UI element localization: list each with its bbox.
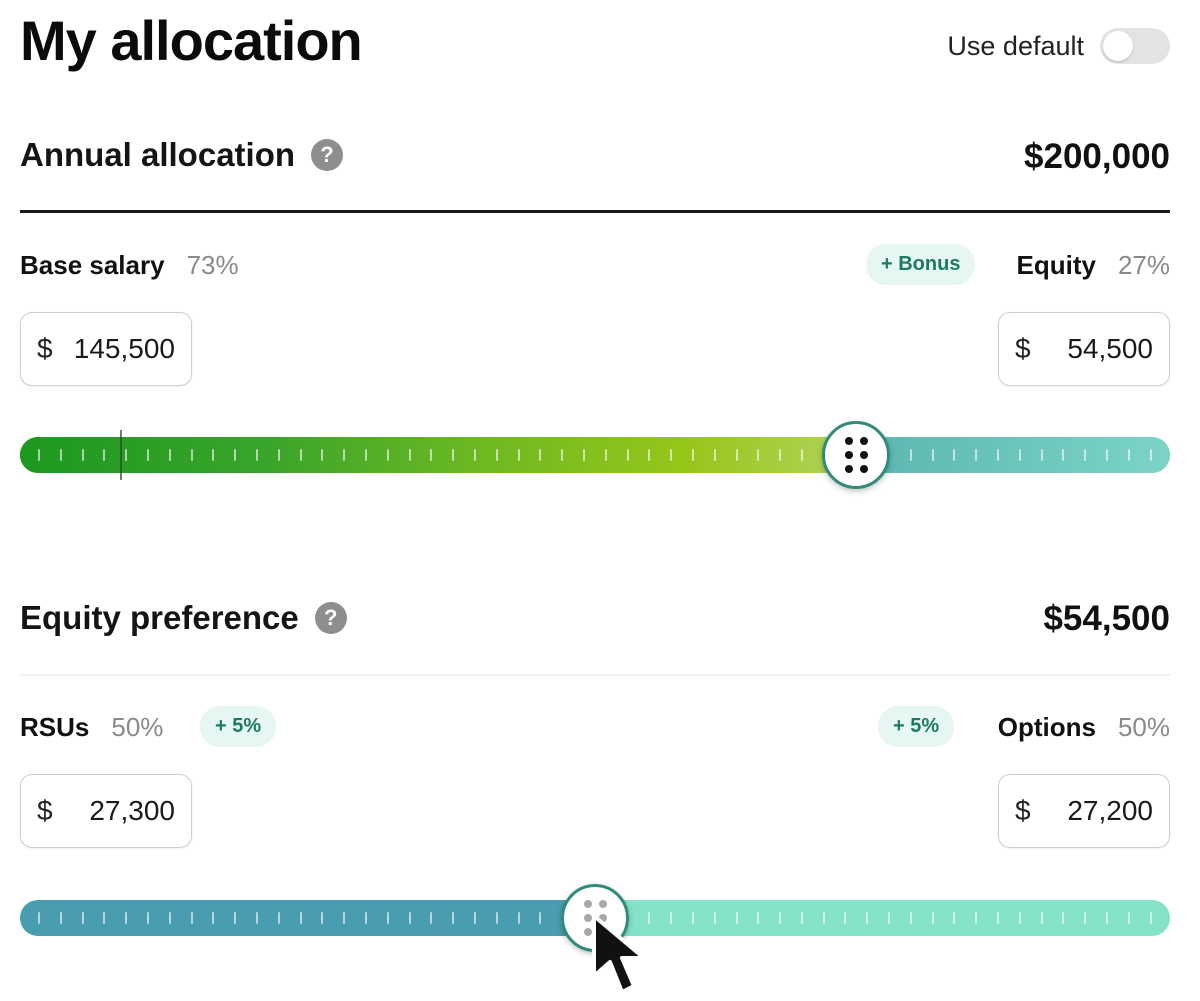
question-circle-icon[interactable]: ? bbox=[314, 602, 347, 634]
currency-symbol: $ bbox=[1015, 795, 1031, 826]
equity-label: Equity 27% bbox=[1017, 250, 1171, 281]
question-circle-icon[interactable]: ? bbox=[311, 139, 344, 171]
toggle-knob bbox=[1103, 31, 1133, 61]
base-salary-fill bbox=[20, 437, 854, 473]
equity-preference-slider-track[interactable] bbox=[20, 900, 1170, 936]
annual-allocation-heading: Annual allocation ? bbox=[20, 136, 344, 174]
mouse-pointer-icon bbox=[592, 914, 646, 994]
rsus-label: RSUs 50% bbox=[20, 712, 163, 743]
rsus-name: RSUs bbox=[20, 712, 90, 742]
annual-slider-thumb[interactable] bbox=[822, 421, 891, 489]
base-salary-name: Base salary bbox=[20, 250, 165, 280]
base-salary-value: 145,500 bbox=[73, 333, 175, 364]
currency-symbol: $ bbox=[37, 333, 53, 364]
annual-allocation-slider-track[interactable] bbox=[20, 437, 1170, 473]
base-salary-label: Base salary 73% bbox=[20, 250, 239, 281]
currency-symbol: $ bbox=[1015, 333, 1031, 364]
options-percent: 50% bbox=[1117, 712, 1170, 742]
equity-preference-title: Equity preference bbox=[20, 599, 299, 636]
section-divider bbox=[20, 210, 1170, 213]
base-salary-input[interactable]: $ 145,500 bbox=[20, 312, 192, 386]
options-fill bbox=[600, 900, 1170, 936]
rsus-value: 27,300 bbox=[89, 795, 175, 826]
rsus-percent: 50% bbox=[111, 712, 164, 742]
default-marker bbox=[120, 430, 122, 480]
base-salary-percent: 73% bbox=[186, 250, 239, 280]
options-increment-pill[interactable]: + 5% bbox=[878, 706, 955, 747]
rsus-input[interactable]: $ 27,300 bbox=[20, 774, 192, 848]
equity-name: Equity bbox=[1016, 250, 1096, 280]
rsus-fill bbox=[20, 900, 601, 936]
use-default-label: Use default bbox=[947, 30, 1084, 61]
annual-allocation-title: Annual allocation bbox=[20, 136, 296, 173]
equity-value: 54,500 bbox=[1067, 333, 1153, 364]
options-value: 27,200 bbox=[1067, 795, 1153, 826]
currency-symbol: $ bbox=[37, 795, 53, 826]
section-divider bbox=[20, 674, 1170, 676]
rsus-increment-pill[interactable]: + 5% bbox=[200, 706, 277, 747]
equity-percent: 27% bbox=[1117, 250, 1170, 280]
equity-input[interactable]: $ 54,500 bbox=[998, 312, 1170, 386]
annual-allocation-amount: $200,000 bbox=[1024, 137, 1170, 176]
equity-fill bbox=[853, 437, 1170, 473]
drag-handle-icon bbox=[844, 437, 868, 473]
equity-preference-heading: Equity preference ? bbox=[20, 599, 347, 637]
options-input[interactable]: $ 27,200 bbox=[998, 774, 1170, 848]
equity-preference-amount: $54,500 bbox=[1043, 599, 1170, 638]
options-label: Options 50% bbox=[998, 712, 1170, 743]
page-title: My allocation bbox=[20, 9, 363, 72]
use-default-toggle[interactable] bbox=[1100, 28, 1170, 64]
bonus-pill[interactable]: + Bonus bbox=[866, 244, 976, 285]
options-name: Options bbox=[997, 712, 1096, 742]
use-default-control: Use default bbox=[947, 28, 1170, 64]
